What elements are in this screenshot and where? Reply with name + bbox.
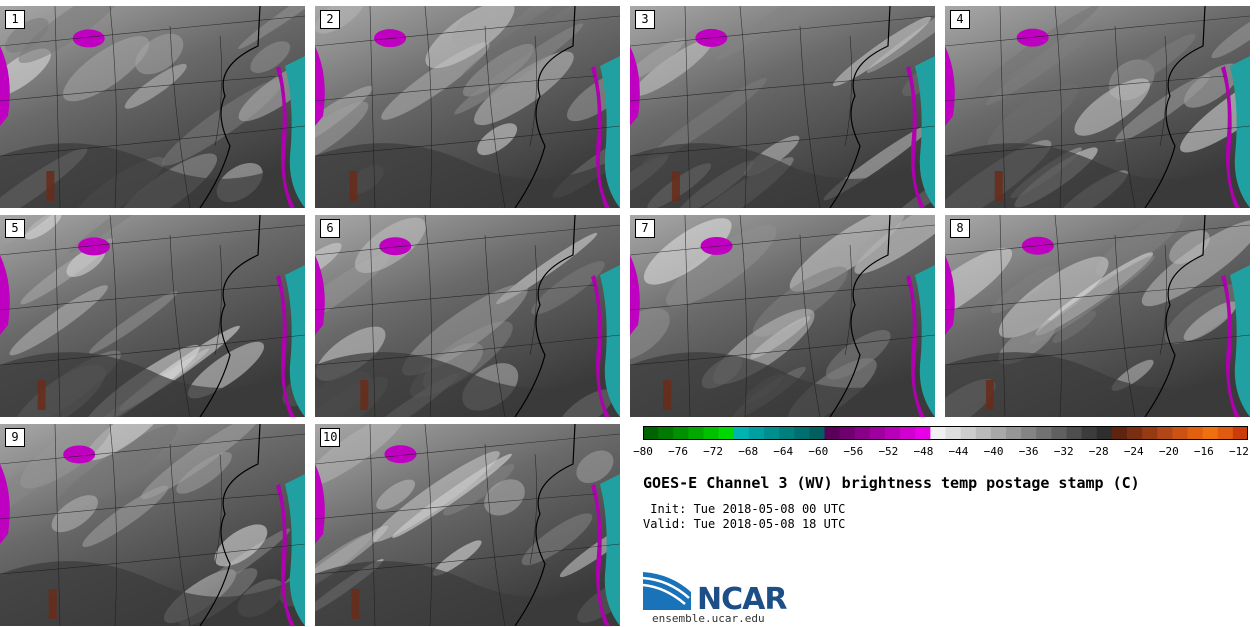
colorbar-tick-label: −72	[703, 445, 724, 458]
panel-10: 10	[315, 424, 620, 626]
colorbar-tick-label: −36	[1018, 445, 1039, 458]
colorbar-swatch	[1127, 426, 1143, 440]
colorbar-swatch	[688, 426, 705, 440]
colorbar-tick-label: −28	[1088, 445, 1109, 458]
panel-7: 7	[630, 215, 935, 417]
panel-number: 9	[5, 428, 25, 447]
panel-number: 7	[635, 219, 655, 238]
colorbar-swatch	[1051, 426, 1068, 440]
colorbar-tick-label: −80	[633, 445, 653, 458]
colorbar-tick-label: −44	[948, 445, 969, 458]
colorbar-swatch	[733, 426, 750, 440]
colorbar-swatch	[915, 426, 931, 440]
colorbar-tick-label: −12	[1228, 445, 1249, 458]
colorbar-swatch	[718, 426, 735, 440]
panel-1: 1	[0, 6, 305, 208]
colorbar-swatch	[643, 426, 659, 440]
colorbar-swatch	[1217, 426, 1234, 440]
panel-9: 9	[0, 424, 305, 626]
ncar-logo-text: NCAR	[697, 582, 787, 617]
colorbar-swatch	[748, 426, 765, 440]
water-vapor-map	[630, 6, 935, 208]
panel-number: 8	[950, 219, 970, 238]
colorbar-swatch	[1036, 426, 1052, 440]
colorbar-swatch	[1142, 426, 1158, 440]
panel-5: 5	[0, 215, 305, 417]
panel-number: 3	[635, 10, 655, 29]
colorbar-swatch	[764, 426, 780, 440]
colorbar-tick-label: −32	[1053, 445, 1074, 458]
colorbar-swatch	[1021, 426, 1037, 440]
colorbar-swatch	[1066, 426, 1083, 440]
valid-time: Valid: Tue 2018-05-08 18 UTC	[643, 517, 846, 531]
panel-number: 1	[5, 10, 25, 29]
panel-number: 10	[320, 428, 341, 447]
colorbar-swatch	[1172, 426, 1189, 440]
colorbar-tick-label: −20	[1158, 445, 1179, 458]
colorbar-swatch	[1081, 426, 1098, 440]
colorbar-swatch	[839, 426, 856, 440]
panel-number: 4	[950, 10, 970, 29]
colorbar-swatch	[885, 426, 901, 440]
panel-4: 4	[945, 6, 1250, 208]
colorbar-swatch	[1157, 426, 1173, 440]
colorbar-swatch	[1187, 426, 1204, 440]
colorbar-swatch	[1111, 426, 1128, 440]
colorbar-swatch	[673, 426, 689, 440]
colorbar-swatch	[779, 426, 795, 440]
colorbar-swatch	[869, 426, 886, 440]
colorbar-swatch	[930, 426, 947, 440]
colorbar-ticks: −80 −76 −72 −68 −64 −60 −56 −52 −48 −44 −40 −36 −32 −…	[633, 445, 1260, 459]
colorbar-tick-label: −40	[983, 445, 1004, 458]
colorbar-swatch	[794, 426, 810, 440]
water-vapor-map	[0, 424, 305, 626]
panel-number: 6	[320, 219, 340, 238]
panel-number: 2	[320, 10, 340, 29]
ncar-logo-icon	[643, 572, 691, 610]
water-vapor-map	[315, 424, 620, 626]
colorbar-tick-label: −60	[808, 445, 829, 458]
colorbar-tick-label: −68	[738, 445, 759, 458]
colorbar-tick-label: −76	[668, 445, 688, 458]
init-time: Init: Tue 2018-05-08 00 UTC	[643, 502, 846, 516]
colorbar-swatch	[658, 426, 674, 440]
colorbar-tick-label: −24	[1123, 445, 1144, 458]
colorbar-swatch	[824, 426, 841, 440]
panel-3: 3	[630, 6, 935, 208]
colorbar-border	[643, 426, 1248, 440]
colorbar-swatch	[1202, 426, 1219, 440]
colorbar-tick-label: −56	[843, 445, 864, 458]
water-vapor-map	[0, 215, 305, 417]
colorbar-tick-label: −64	[773, 445, 794, 458]
colorbar-swatch	[1006, 426, 1022, 440]
colorbar-swatch	[854, 426, 871, 440]
colorbar-tick-label: −52	[878, 445, 899, 458]
colorbar-swatch	[703, 426, 720, 440]
panel-8: 8	[945, 215, 1250, 417]
panel-6: 6	[315, 215, 620, 417]
colorbar-swatch	[945, 426, 962, 440]
water-vapor-map	[630, 215, 935, 417]
figure-title: GOES-E Channel 3 (WV) brightness temp po…	[643, 474, 1140, 492]
logo-url: ensemble.ucar.edu	[652, 612, 765, 625]
colorbar-swatch	[1096, 426, 1113, 440]
colorbar-swatch	[900, 426, 916, 440]
panel-2: 2	[315, 6, 620, 208]
colorbar-tick-label: −48	[913, 445, 934, 458]
water-vapor-map	[315, 6, 620, 208]
colorbar-swatch	[975, 426, 992, 440]
water-vapor-map	[0, 6, 305, 208]
colorbar-tick-label: −16	[1193, 445, 1214, 458]
colorbar-swatch	[809, 426, 826, 440]
water-vapor-map	[945, 215, 1250, 417]
colorbar	[643, 426, 1248, 440]
colorbar-swatch	[1232, 426, 1248, 440]
water-vapor-map	[315, 215, 620, 417]
panel-number: 5	[5, 219, 25, 238]
water-vapor-map	[945, 6, 1250, 208]
colorbar-swatch	[990, 426, 1007, 440]
colorbar-swatch	[960, 426, 977, 440]
